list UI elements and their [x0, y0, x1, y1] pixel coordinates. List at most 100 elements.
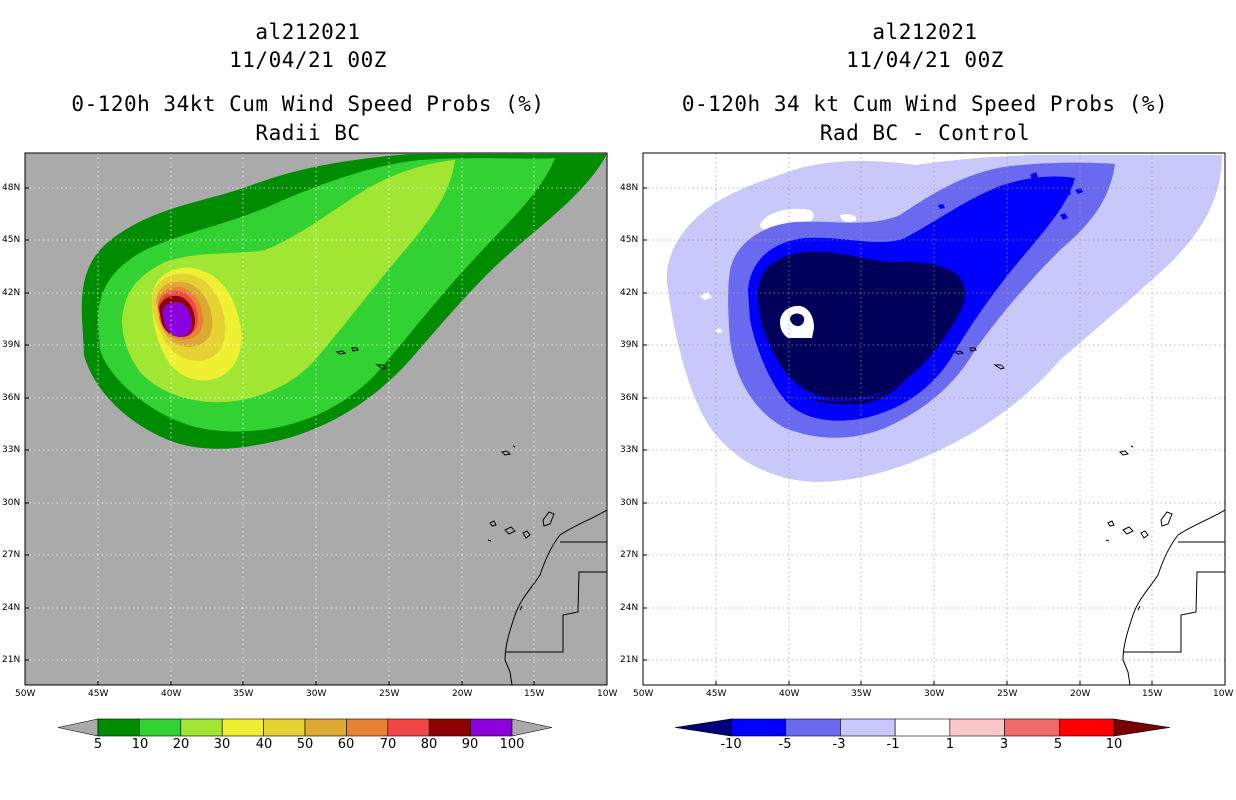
left-border-2	[505, 571, 607, 653]
colorbar-segment	[1004, 718, 1060, 737]
left-colorbar-label: 50	[296, 737, 314, 752]
left-lat-ticks	[25, 187, 535, 685]
colorbar-segment	[428, 718, 471, 737]
colorbar-segment	[221, 718, 264, 737]
colorbar-segment	[840, 718, 896, 737]
right-gridlines	[643, 153, 1225, 685]
right-title-date: 11/04/21 00Z	[846, 48, 1004, 72]
colorbar-segment	[894, 718, 951, 737]
left-lat-label: 36N	[2, 393, 21, 403]
right-colorbar-label: 10	[1105, 737, 1123, 752]
right-africa-coast	[1122, 509, 1225, 685]
left-lat-label: 39N	[2, 340, 21, 350]
left-lon-label: 10W	[597, 689, 618, 699]
positive-anomaly-core	[790, 313, 805, 326]
left-colorbar	[57, 718, 553, 737]
colorbar-segment	[785, 718, 841, 737]
left-gridlines	[25, 153, 607, 685]
left-lon-label: 20W	[452, 689, 473, 699]
right-title-product: 0-120h 34 kt Cum Wind Speed Probs (%)	[681, 92, 1169, 116]
right-colorbar-label: -5	[778, 737, 792, 752]
left-azores	[335, 347, 387, 370]
right-colorbar-label: 3	[999, 737, 1009, 752]
left-title-storm: al212021	[255, 20, 361, 44]
contour-minus10-wide	[800, 380, 905, 405]
colorbar-segment	[139, 718, 182, 737]
contour-100pct	[165, 314, 180, 323]
colorbar-segment	[97, 718, 140, 737]
left-lon-label: 25W	[379, 689, 400, 699]
colorbar-segment	[470, 718, 513, 737]
left-lat-label: 24N	[2, 603, 21, 613]
left-coastlines	[335, 347, 607, 685]
right-colorbar-label: -1	[886, 737, 900, 752]
right-lat-label: 48N	[620, 183, 639, 193]
left-map	[24, 152, 608, 686]
left-colorbar-label: 5	[93, 737, 103, 752]
left-colorbar-label: 10	[131, 737, 149, 752]
colorbar-arrow-left	[674, 718, 732, 737]
left-africa-coast	[504, 509, 607, 685]
left-lon-label: 35W	[233, 689, 254, 699]
right-lon-label: 35W	[851, 689, 872, 699]
left-lon-label: 30W	[306, 689, 327, 699]
right-title-subtitle: Rad BC - Control	[819, 121, 1031, 145]
right-lat-label: 30N	[620, 498, 639, 508]
right-lat-label: 42N	[620, 288, 639, 298]
colorbar-segment	[1058, 718, 1115, 737]
colorbar-segment	[180, 718, 223, 737]
left-lon-label: 45W	[88, 689, 109, 699]
left-lat-label: 21N	[2, 655, 21, 665]
right-lon-label: 50W	[633, 689, 654, 699]
left-lon-label: 50W	[15, 689, 36, 699]
colorbar-segment	[387, 718, 430, 737]
right-lon-label: 40W	[779, 689, 800, 699]
left-lat-label: 48N	[2, 183, 21, 193]
right-lon-label: 45W	[706, 689, 727, 699]
left-probability-contours	[81, 154, 607, 449]
contour-minus10	[757, 251, 965, 400]
left-title-subtitle: Radii BC	[255, 121, 361, 145]
left-colorbar-label: 40	[255, 737, 273, 752]
right-title-storm: al212021	[872, 20, 978, 44]
left-lon-label: 15W	[524, 689, 545, 699]
left-lat-label: 30N	[2, 498, 21, 508]
colorbar-segment	[730, 718, 787, 737]
left-colorbar-label: 70	[379, 737, 397, 752]
colorbar-arrow-left	[57, 718, 99, 737]
colorbar-arrow-right	[1113, 718, 1171, 737]
left-canary-islands	[487, 511, 555, 611]
left-madeira	[500, 445, 516, 456]
left-colorbar-label: 90	[461, 737, 479, 752]
right-lat-label: 45N	[620, 235, 639, 245]
right-lat-label: 33N	[620, 445, 639, 455]
left-lat-label: 33N	[2, 445, 21, 455]
right-colorbar-label: 1	[945, 737, 955, 752]
right-map	[642, 152, 1226, 686]
right-colorbar	[674, 718, 1171, 737]
colorbar-segment	[949, 718, 1005, 737]
right-lon-label: 15W	[1142, 689, 1163, 699]
right-azores	[953, 347, 1005, 370]
right-canary-islands	[1105, 511, 1173, 611]
colorbar-segment	[346, 718, 389, 737]
right-coastlines	[953, 347, 1225, 685]
left-lat-label: 42N	[2, 288, 21, 298]
right-lat-label: 24N	[620, 603, 639, 613]
left-lat-label: 45N	[2, 235, 21, 245]
right-lat-label: 21N	[620, 655, 639, 665]
left-colorbar-label: 30	[213, 737, 231, 752]
left-title-date: 11/04/21 00Z	[229, 48, 387, 72]
colorbar-segment	[263, 718, 306, 737]
left-lon-label: 40W	[161, 689, 182, 699]
right-lon-label: 30W	[924, 689, 945, 699]
left-colorbar-label: 80	[420, 737, 438, 752]
right-border-2	[1123, 571, 1225, 653]
right-madeira	[1118, 445, 1134, 456]
left-colorbar-label: 100	[499, 737, 525, 752]
right-lon-label: 20W	[1070, 689, 1091, 699]
colorbar-segment	[304, 718, 347, 737]
right-colorbar-label: -10	[720, 737, 742, 752]
right-lat-ticks	[643, 187, 1153, 685]
